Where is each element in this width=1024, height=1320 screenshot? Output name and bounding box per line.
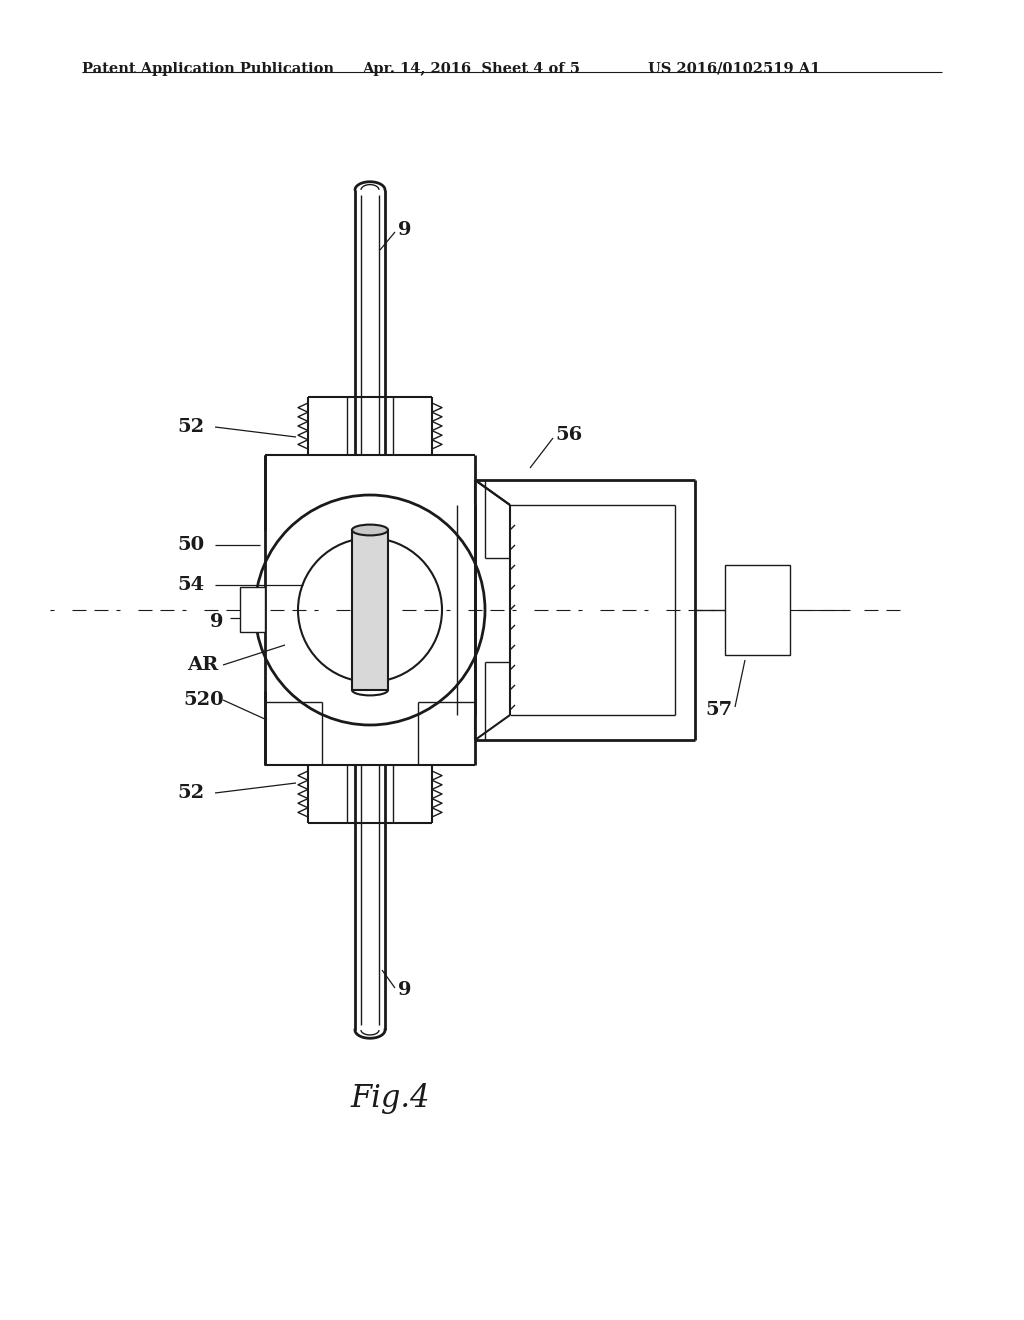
Bar	[725, 565, 790, 655]
Text: Fig.4: Fig.4	[350, 1082, 430, 1114]
Text: 52: 52	[177, 418, 204, 436]
Text: 9: 9	[398, 981, 412, 999]
Text: 54: 54	[177, 576, 204, 594]
Text: 520: 520	[183, 690, 223, 709]
Text: 57: 57	[705, 701, 732, 719]
Text: AR: AR	[187, 656, 218, 675]
Text: 9: 9	[210, 612, 223, 631]
Text: 50: 50	[177, 536, 204, 554]
Text: 9: 9	[398, 220, 412, 239]
Text: US 2016/0102519 A1: US 2016/0102519 A1	[648, 62, 820, 77]
Bar	[240, 587, 265, 632]
Text: 56: 56	[555, 426, 583, 444]
Bar	[352, 531, 388, 690]
Text: Apr. 14, 2016  Sheet 4 of 5: Apr. 14, 2016 Sheet 4 of 5	[362, 62, 580, 77]
Text: Patent Application Publication: Patent Application Publication	[82, 62, 334, 77]
Ellipse shape	[352, 524, 388, 536]
Text: 52: 52	[177, 784, 204, 803]
